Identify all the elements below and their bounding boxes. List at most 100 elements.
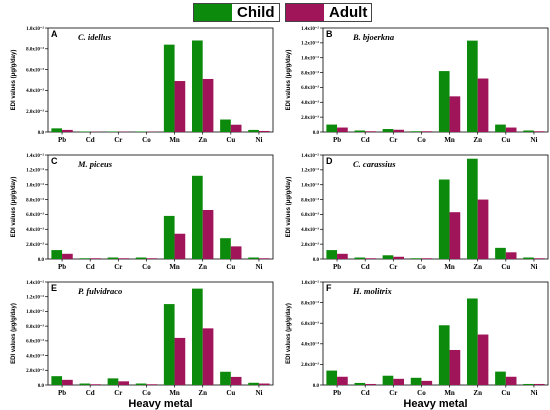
bar-child-ni <box>523 130 534 132</box>
bar-adult-ni <box>533 258 545 259</box>
bar-adult-pb <box>62 253 73 259</box>
bar-child-ni <box>523 383 534 385</box>
bar-adult-zn <box>202 328 214 385</box>
x-tick-label: Cd <box>86 136 95 144</box>
bar-child-ni <box>248 129 259 132</box>
x-tick-label: Pb <box>58 136 66 144</box>
bar-child-cr <box>382 375 394 385</box>
x-tick-label: Cr <box>114 136 122 144</box>
x-tick-label: Zn <box>198 389 207 397</box>
x-tick-label: Cu <box>501 389 510 397</box>
bar-adult-zn <box>477 199 489 259</box>
x-tick-label: Cd <box>361 389 370 397</box>
bar-adult-ni <box>533 383 545 385</box>
y-tick-label: 8.0x10⁻³ <box>301 70 319 76</box>
panel-letter: D <box>326 156 333 166</box>
chart-panel-d: 0.0 2.0x10⁻³ 4.0x10⁻³ 6.0x10⁻³ 8.0x10⁻³ 1.0x1… <box>286 153 549 271</box>
x-tick-label: Zn <box>473 136 482 144</box>
bar-child-pb <box>326 250 338 259</box>
bar-adult-cu <box>230 376 242 385</box>
bar-child-pb <box>51 376 63 385</box>
panel-letter: B <box>326 29 333 39</box>
bar-child-ni <box>248 257 259 259</box>
panel-title: C. idellus <box>78 32 112 42</box>
panel-title: H. molitrix <box>352 286 392 296</box>
legend-item-child: Child <box>193 3 280 22</box>
bar-child-co <box>135 383 147 385</box>
y-tick-label: 0.0 <box>38 258 45 263</box>
y-tick-label: 0.0 <box>313 131 320 136</box>
y-tick-label: 6.0x10⁻³ <box>301 85 319 91</box>
x-tick-label: Co <box>417 389 426 397</box>
bar-adult-pb <box>337 127 348 132</box>
panel-title: B. bjoerkna <box>352 32 395 42</box>
bar-adult-pb <box>62 129 73 132</box>
y-tick-label: 0.0 <box>313 384 320 389</box>
x-tick-label: Cr <box>389 263 397 271</box>
bar-child-cu <box>495 371 506 385</box>
bar-child-zn <box>192 175 203 259</box>
y-tick-label: 2.0x10⁻³ <box>26 242 44 248</box>
panel-letter: E <box>51 283 57 293</box>
bar-adult-pb <box>62 379 73 385</box>
x-tick-label: Mn <box>169 136 180 144</box>
bar-adult-cr <box>393 256 404 259</box>
x-tick-label: Zn <box>473 389 482 397</box>
panel-letter: A <box>51 29 58 39</box>
bar-child-cu <box>220 238 231 259</box>
x-axis-label: Heavy metal <box>403 398 467 410</box>
x-tick-label: Cu <box>226 136 235 144</box>
bar-child-cu <box>495 247 506 259</box>
y-tick-label: 1.0x10⁻² <box>26 183 44 189</box>
bar-adult-cu <box>505 252 517 259</box>
x-tick-label: Pb <box>333 389 341 397</box>
bar-adult-mn <box>174 233 186 259</box>
y-axis-label: EDI values (μg/g/day) <box>11 303 17 364</box>
bar-child-co <box>135 131 147 132</box>
bar-child-cd <box>79 258 91 259</box>
y-axis-label: EDI values (μg/g/day) <box>286 177 292 238</box>
y-tick-label: 8.0x10⁻³ <box>26 324 44 330</box>
bar-adult-co <box>421 380 433 385</box>
x-tick-label: Zn <box>198 136 207 144</box>
bar-adult-zn <box>477 334 489 385</box>
y-tick-label: 1.0x10⁻² <box>26 309 44 315</box>
bar-child-co <box>410 377 422 385</box>
bar-child-cr <box>107 131 119 132</box>
bar-child-cd <box>79 131 91 132</box>
bar-child-zn <box>467 40 478 132</box>
bar-child-cr <box>382 255 394 259</box>
bar-adult-cd <box>90 384 101 385</box>
y-tick-label: 6.0x10⁻³ <box>26 212 44 218</box>
y-tick-label: 4.0x10⁻³ <box>26 353 44 359</box>
bar-child-cd <box>354 130 366 132</box>
bar-adult-cu <box>230 124 242 132</box>
panel-title: P. fulvidraco <box>78 286 122 296</box>
x-tick-label: Ni <box>530 263 537 271</box>
x-tick-label: Pb <box>58 263 66 271</box>
bar-child-mn <box>163 215 175 259</box>
y-tick-label: 6.0x10⁻³ <box>26 67 44 73</box>
bar-child-cd <box>354 382 366 385</box>
panel-title: C. carassius <box>353 159 396 169</box>
bar-adult-cd <box>365 131 376 132</box>
y-tick-label: 8.0x10⁻³ <box>26 197 44 203</box>
bar-adult-cu <box>230 246 242 259</box>
x-tick-label: Ni <box>530 389 537 397</box>
y-tick-label: 2.0x10⁻³ <box>301 242 319 248</box>
x-tick-label: Ni <box>255 136 262 144</box>
bar-adult-cu <box>505 127 517 132</box>
x-tick-label: Ni <box>530 136 537 144</box>
bar-adult-pb <box>337 253 348 259</box>
bar-child-mn <box>438 71 450 132</box>
legend: Child Adult <box>0 0 550 24</box>
x-tick-label: Pb <box>333 136 341 144</box>
x-tick-label: Zn <box>473 263 482 271</box>
plot-frame <box>47 27 274 133</box>
y-tick-label: 0.0 <box>38 384 45 389</box>
x-tick-label: Cd <box>86 263 95 271</box>
y-tick-label: 6.0x10⁻³ <box>301 321 319 327</box>
bar-child-cu <box>220 119 231 132</box>
bar-child-pb <box>326 370 338 385</box>
